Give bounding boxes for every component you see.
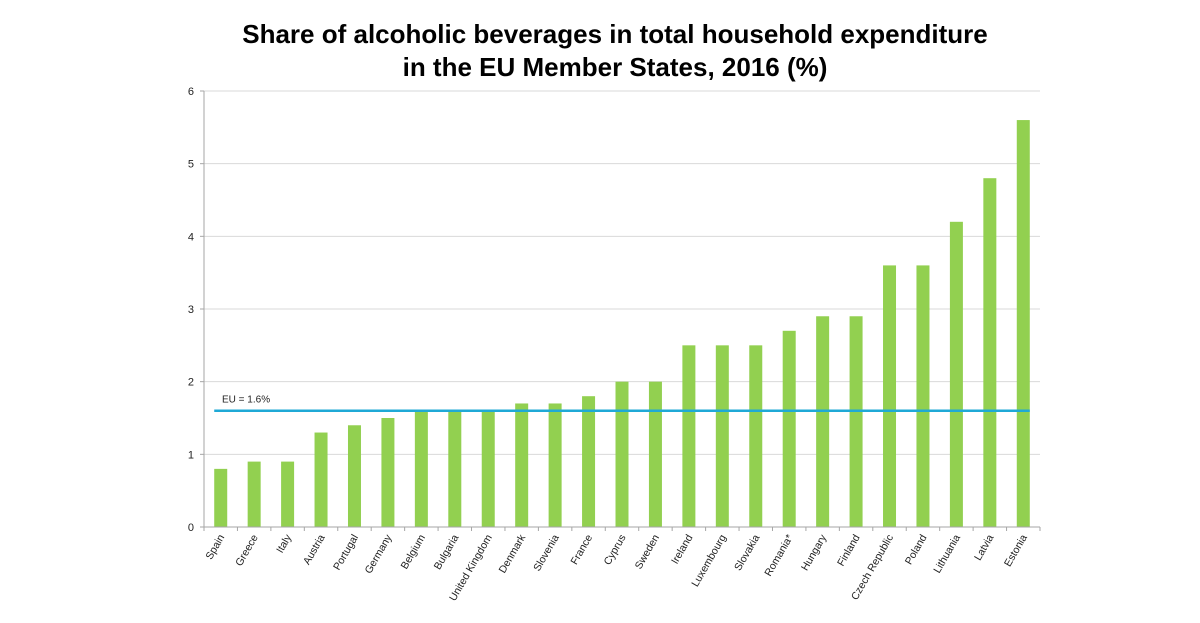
x-tick-label: Greece [233, 532, 261, 568]
bar-belgium [414, 410, 428, 527]
y-tick-label: 0 [188, 522, 194, 534]
bar-france [582, 396, 596, 527]
x-tick-label: Cyprus [602, 533, 629, 568]
bar-sweden [648, 381, 662, 527]
bar-bulgaria [448, 410, 462, 527]
y-tick-label: 3 [188, 304, 194, 316]
bar-germany [381, 418, 395, 527]
bar-slovenia [548, 403, 562, 527]
bar-hungary [816, 316, 830, 527]
x-tick-label: Austria [301, 532, 328, 566]
bar-cyprus [615, 381, 629, 527]
bar-italy [281, 461, 295, 527]
x-tick-label: Lithuania [931, 532, 963, 575]
x-tick-label: Italy [274, 532, 294, 555]
bar-slovakia [749, 345, 763, 527]
eu-average-label: EU = 1.6% [222, 395, 270, 406]
y-tick-label: 6 [188, 86, 194, 98]
x-tick-label: Estonia [1002, 532, 1030, 568]
bar-ireland [682, 345, 696, 527]
bar-latvia [983, 178, 997, 527]
x-tick-label: Latvia [972, 532, 996, 562]
x-tick-label: Poland [903, 532, 930, 566]
bar-spain [214, 468, 228, 527]
chart-title-line-2: in the EU Member States, 2016 (%) [402, 52, 828, 82]
x-tick-label: Bulgaria [432, 532, 462, 572]
bar-poland [916, 265, 930, 527]
chart-title-line-1: Share of alcoholic beverages in total ho… [242, 19, 988, 49]
bar-united-kingdom [481, 410, 495, 527]
y-tick-label: 2 [188, 377, 194, 389]
bar-denmark [515, 403, 529, 527]
bars [214, 120, 1030, 528]
y-tick-label: 4 [188, 231, 194, 243]
bar-czech-republic [883, 265, 897, 527]
bar-luxembourg [715, 345, 729, 527]
bar-portugal [347, 425, 361, 527]
x-tick-label: France [568, 532, 595, 566]
x-tick-label: Belgium [399, 532, 428, 571]
x-tick-label: Germany [363, 532, 395, 576]
x-axis-ticks: Spain Greece Italy Austria Portugal Germany Be… [203, 527, 1041, 603]
y-axis-ticks: 0 1 2 3 4 5 6 [188, 86, 204, 534]
x-tick-label: Spain [203, 532, 227, 561]
x-tick-label: Finland [835, 532, 863, 568]
bar-estonia [1016, 120, 1030, 528]
bar-austria [314, 432, 328, 527]
x-tick-label: Denmark [497, 532, 529, 576]
chart-title: Share of alcoholic beverages in total ho… [0, 18, 1200, 84]
x-tick-label: Slovenia [531, 532, 562, 573]
bar-greece [247, 461, 261, 527]
x-tick-label: Romania* [762, 533, 795, 579]
x-tick-label: Sweden [633, 532, 662, 571]
bar-lithuania [949, 221, 963, 528]
axes [203, 91, 1040, 528]
x-tick-label: Portugal [331, 533, 361, 573]
x-tick-label: Hungary [799, 532, 830, 573]
eu-average-line: EU = 1.6% [214, 395, 1030, 412]
x-tick-label: Luxembourg [689, 532, 729, 589]
x-tick-label: Ireland [669, 532, 696, 566]
y-tick-label: 5 [188, 159, 194, 171]
bar-finland [849, 316, 863, 527]
y-tick-label: 1 [188, 449, 194, 461]
bar-romania [782, 330, 796, 527]
x-tick-label: Slovakia [732, 532, 762, 573]
